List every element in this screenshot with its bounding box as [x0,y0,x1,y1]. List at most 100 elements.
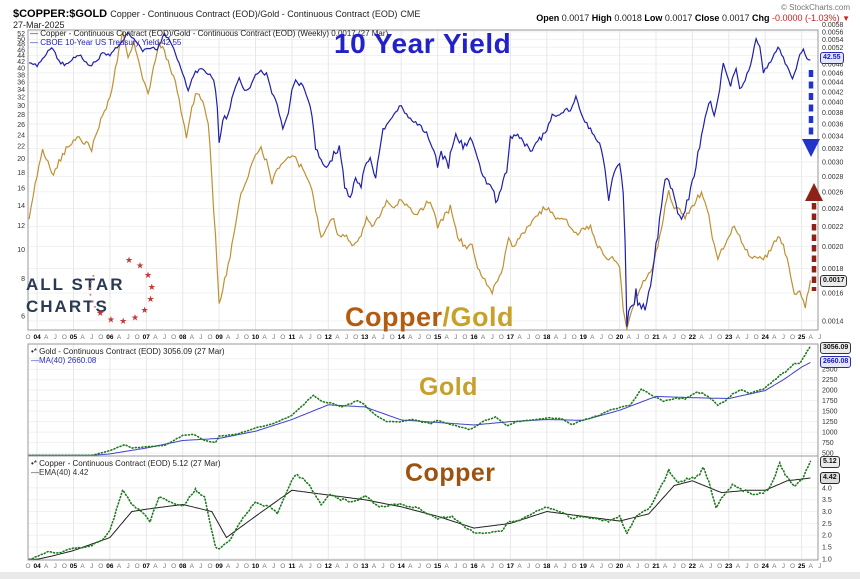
open-label: Open [536,13,560,23]
svg-text:06: 06 [106,563,114,570]
svg-text:O: O [462,563,467,570]
annotation-copper-part: Copper [345,302,443,332]
svg-text:18: 18 [543,334,551,341]
svg-text:500: 500 [822,451,834,458]
svg-text:08: 08 [179,334,187,341]
svg-text:A: A [80,563,85,570]
svg-text:0.0028: 0.0028 [822,174,844,181]
annotation-copper: Copper [405,459,496,487]
svg-text:08: 08 [179,563,187,570]
copyright: © StockCharts.com [780,3,850,12]
svg-text:J: J [745,563,748,570]
svg-text:0.0034: 0.0034 [822,133,844,140]
svg-text:0.0042: 0.0042 [822,89,844,96]
svg-text:0.0046: 0.0046 [822,70,844,77]
svg-text:38: 38 [17,72,25,79]
svg-text:1250: 1250 [822,419,838,426]
svg-text:J: J [163,563,166,570]
svg-text:2000: 2000 [822,388,838,395]
svg-text:A: A [663,563,668,570]
svg-text:A: A [590,334,595,341]
svg-text:42: 42 [17,59,25,66]
svg-text:O: O [98,334,103,341]
svg-text:★: ★ [141,305,149,315]
svg-text:15: 15 [434,334,442,341]
svg-text:J: J [636,563,639,570]
svg-text:2.5: 2.5 [822,521,832,528]
svg-text:0.0058: 0.0058 [822,22,844,29]
svg-text:48: 48 [17,42,25,49]
svg-text:J: J [782,334,785,341]
badge-gold-value: 3056.09 [820,342,852,354]
symbol: $COPPER:$GOLD [13,8,108,20]
svg-text:J: J [600,563,603,570]
svg-text:O: O [390,334,395,341]
badge-copper-ema-value: 4.42 [820,472,840,484]
svg-text:J: J [563,334,566,341]
svg-text:A: A [481,334,486,341]
svg-text:O: O [535,334,540,341]
svg-text:★: ★ [147,294,155,304]
svg-text:O: O [681,563,686,570]
svg-text:O: O [390,563,395,570]
svg-text:12: 12 [325,563,333,570]
svg-text:O: O [280,334,285,341]
svg-text:10: 10 [17,247,25,254]
svg-text:A: A [408,334,413,341]
svg-text:3.5: 3.5 [822,497,832,504]
svg-text:05: 05 [70,563,78,570]
svg-text:50: 50 [17,36,25,43]
svg-text:1500: 1500 [822,409,838,416]
svg-text:23: 23 [725,563,733,570]
svg-text:A: A [335,334,340,341]
svg-text:O: O [644,334,649,341]
svg-text:2.0: 2.0 [822,533,832,540]
svg-text:2250: 2250 [822,377,838,384]
svg-text:A: A [190,563,195,570]
badge-copper-value: 5.12 [820,456,840,468]
svg-text:4.0: 4.0 [822,485,832,492]
svg-text:A: A [153,563,158,570]
svg-text:0.0048: 0.0048 [822,62,844,69]
svg-text:J: J [54,563,57,570]
svg-text:A: A [663,334,668,341]
svg-text:0.0038: 0.0038 [822,110,844,117]
svg-text:40: 40 [17,66,25,73]
legend-ratio: — Copper - Continuous Contract (EOD)/Gol… [30,29,389,38]
svg-text:O: O [25,563,30,570]
svg-text:06: 06 [106,334,114,341]
svg-text:J: J [673,563,676,570]
svg-text:30: 30 [17,103,25,110]
chg-dropdown-icon[interactable]: ▼ [842,14,850,23]
all-star-charts-logo: ALL STAR CHARTS ★ ★ ★ ★ ★ ★ ★ ★ ★ ★ [24,252,174,336]
svg-text:A: A [736,334,741,341]
svg-text:O: O [790,563,795,570]
svg-text:O: O [171,563,176,570]
svg-text:O: O [426,334,431,341]
svg-text:10: 10 [252,563,260,570]
svg-text:J: J [418,334,421,341]
svg-text:34: 34 [17,87,25,94]
svg-text:O: O [790,334,795,341]
svg-text:O: O [572,563,577,570]
legend-yield: — CBOE 10-Year US Treasury Yield 42.55 [30,38,182,47]
svg-text:A: A [190,334,195,341]
svg-text:J: J [491,563,494,570]
svg-text:0.0014: 0.0014 [822,318,844,325]
svg-text:J: J [709,334,712,341]
svg-text:J: J [563,563,566,570]
svg-text:A: A [809,334,814,341]
svg-text:J: J [527,563,530,570]
svg-text:O: O [462,334,467,341]
chg-value: -0.0000 (-1.03%) [772,13,840,23]
badge-ratio-value: 0.0017 [820,275,848,287]
svg-text:1.0: 1.0 [822,556,832,563]
svg-text:0.0016: 0.0016 [822,291,844,298]
svg-text:J: J [381,334,384,341]
svg-text:A: A [445,334,450,341]
svg-text:J: J [782,563,785,570]
svg-text:A: A [80,334,85,341]
svg-text:A: A [299,334,304,341]
